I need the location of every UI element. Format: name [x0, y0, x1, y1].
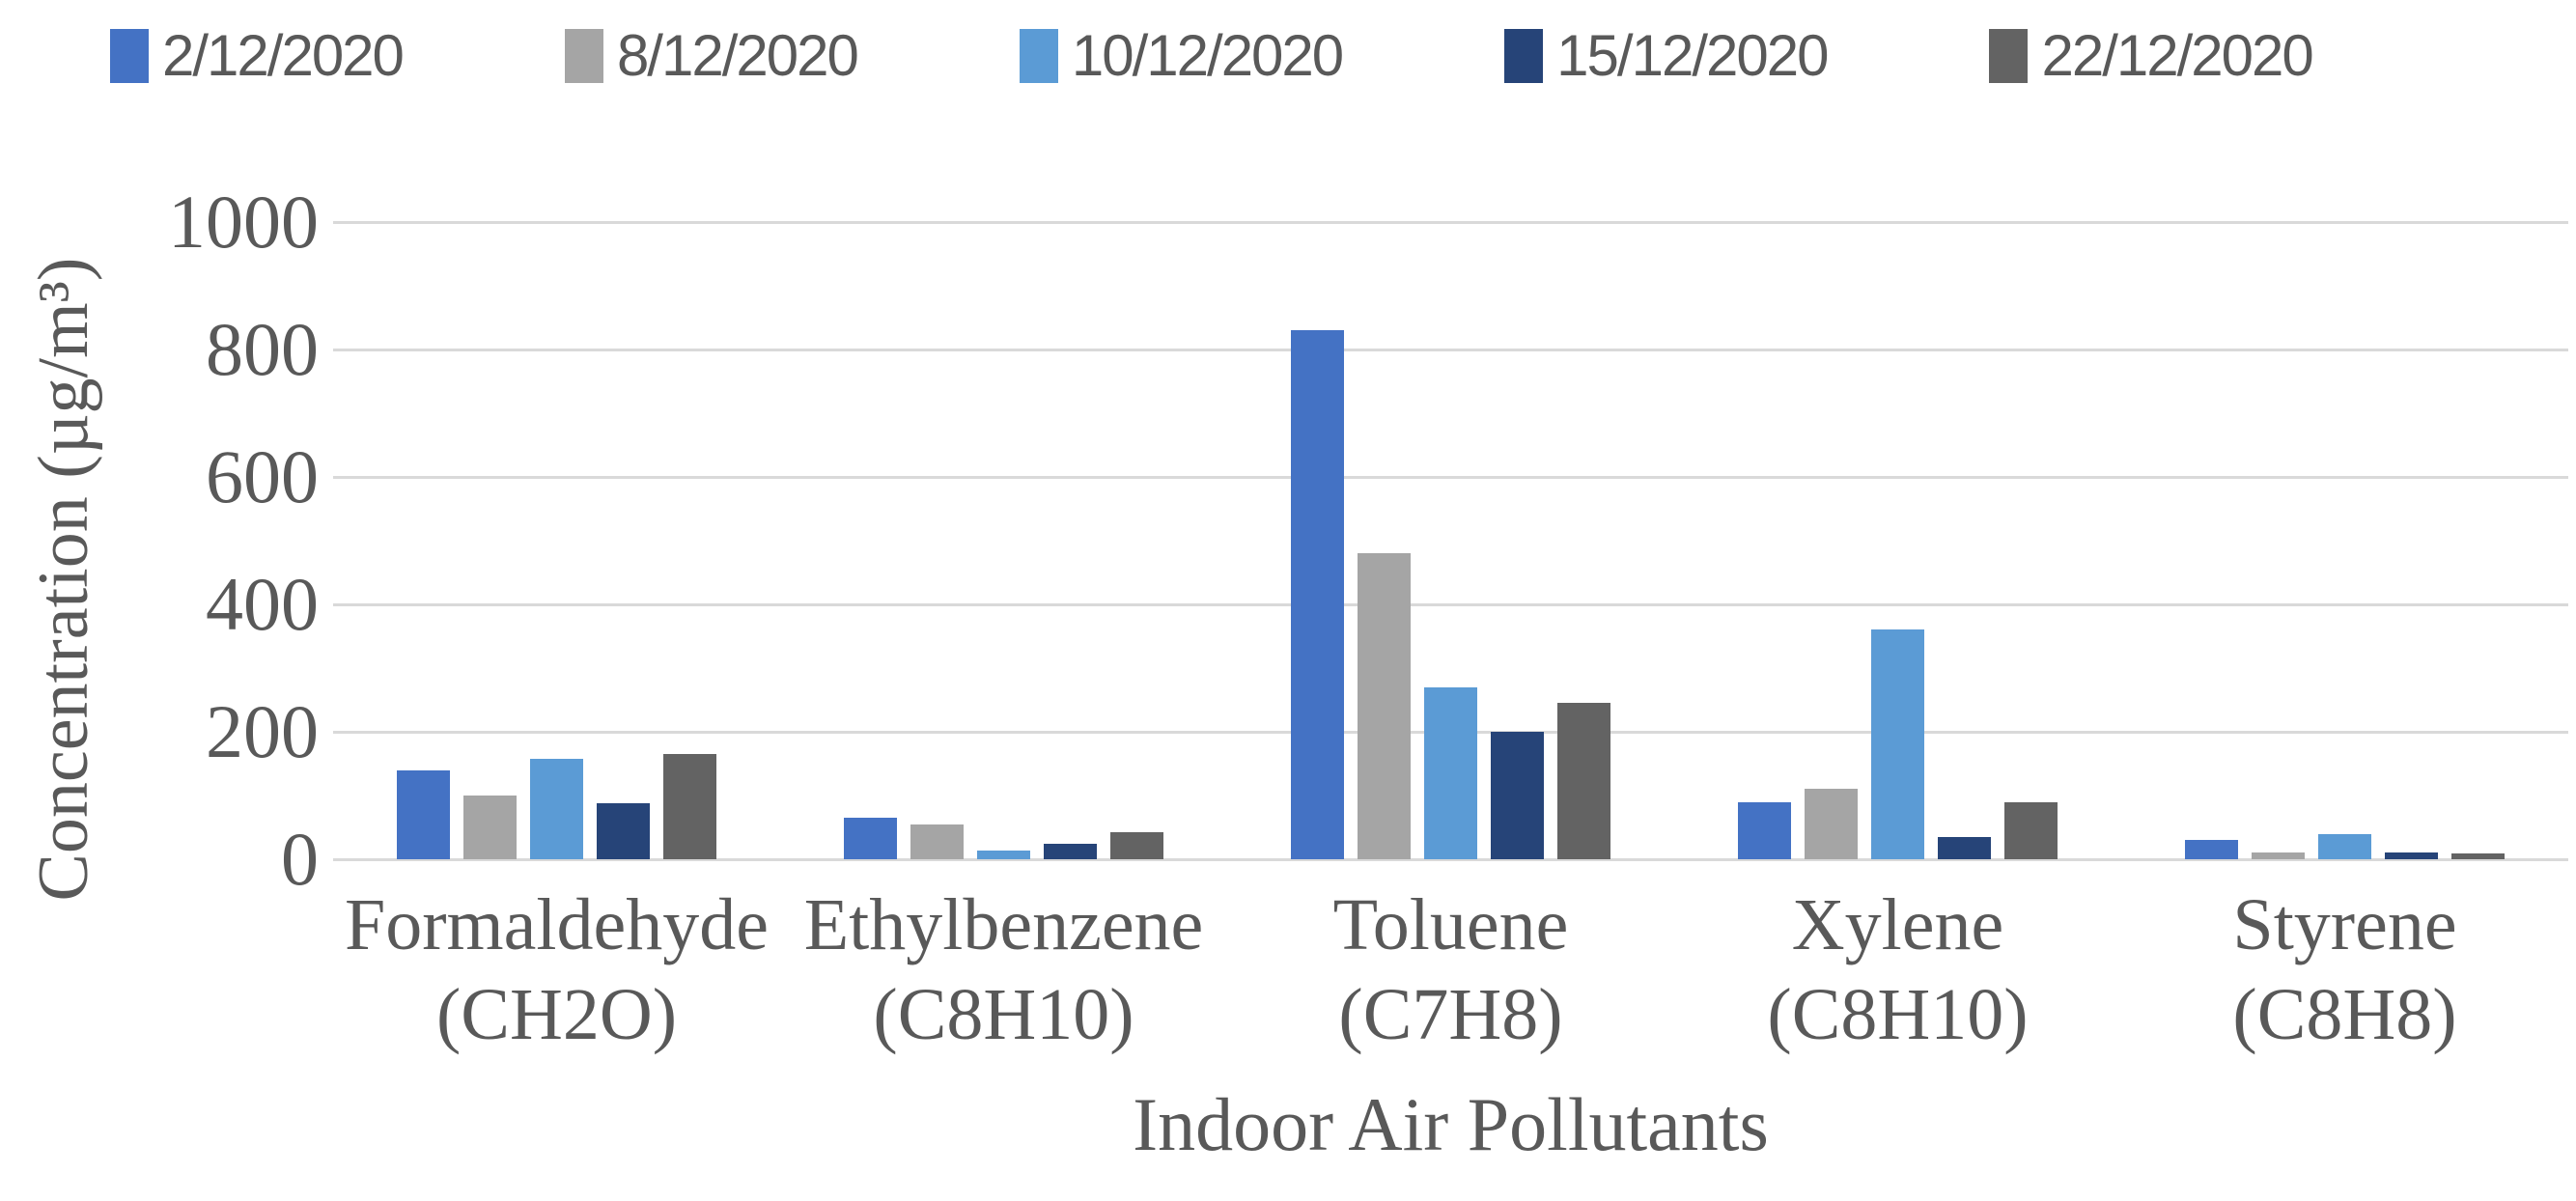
x-axis-category-labels: Formaldehyde (CH2O) Ethylbenzene (C8H10) Tol…	[333, 880, 2568, 1060]
y-tick-label-600: 600	[206, 434, 319, 518]
legend-item-1: 8/12/2020	[564, 23, 859, 88]
x-category-label-line: (C8H8)	[2232, 974, 2457, 1055]
bar-15/12/2020-Xylene (C8H10)	[1938, 837, 1991, 859]
bar-2/12/2020-Styrene (C8H8)	[2185, 840, 2238, 859]
legend-label: 15/12/2020	[1556, 23, 1829, 88]
bar-8/12/2020-Toluene (C7H8)	[1358, 553, 1411, 859]
y-tick-label-200: 200	[206, 689, 319, 773]
bar-group-0	[333, 222, 780, 859]
bar-22/12/2020-Xylene (C8H10)	[2004, 802, 2058, 859]
legend-swatch-icon	[1504, 29, 1544, 83]
x-category-label-line: Formaldehyde	[344, 884, 769, 965]
legend-swatch-icon	[1989, 29, 2029, 83]
legend-label: 8/12/2020	[616, 23, 859, 88]
gridline-600	[333, 475, 2568, 479]
bar-8/12/2020-Ethylbenzene (C8H10)	[910, 824, 964, 859]
bar-8/12/2020-Xylene (C8H10)	[1805, 789, 1858, 859]
bar-8/12/2020-Formaldehyde (CH2O)	[463, 796, 517, 859]
legend-label: 2/12/2020	[162, 23, 405, 88]
legend-swatch-icon	[564, 29, 603, 83]
x-category-label-line: (C8H10)	[1767, 974, 2029, 1055]
legend-item-4: 22/12/2020	[1989, 23, 2314, 88]
x-axis-title: Indoor Air Pollutants	[1133, 1082, 1769, 1166]
x-category-label-line: Styrene	[2232, 884, 2457, 965]
x-category-label-1: Ethylbenzene (C8H10)	[780, 880, 1227, 1060]
y-tick-label-0: 0	[281, 817, 319, 901]
x-category-label-line: Xylene	[1791, 884, 2004, 965]
bar-15/12/2020-Ethylbenzene (C8H10)	[1044, 844, 1097, 859]
x-category-label-line: Toluene	[1332, 884, 1569, 965]
legend-item-0: 2/12/2020	[110, 23, 405, 88]
y-tick-label-1000: 1000	[168, 180, 319, 264]
bar-22/12/2020-Toluene (C7H8)	[1557, 703, 1610, 859]
bar-10/12/2020-Formaldehyde (CH2O)	[530, 759, 583, 859]
bar-22/12/2020-Ethylbenzene (C8H10)	[1110, 832, 1163, 859]
bar-8/12/2020-Styrene (C8H8)	[2252, 852, 2305, 859]
legend-swatch-icon	[1019, 29, 1058, 83]
bar-2/12/2020-Formaldehyde (CH2O)	[397, 770, 450, 859]
x-category-label-line: (C8H10)	[873, 974, 1134, 1055]
bar-10/12/2020-Toluene (C7H8)	[1424, 687, 1477, 859]
bar-15/12/2020-Formaldehyde (CH2O)	[597, 803, 650, 859]
y-tick-label-800: 800	[206, 307, 319, 391]
bar-22/12/2020-Formaldehyde (CH2O)	[663, 754, 716, 859]
legend-item-3: 15/12/2020	[1504, 23, 1829, 88]
bar-group-3	[1674, 222, 2121, 859]
bar-group-1	[780, 222, 1227, 859]
y-tick-label-400: 400	[206, 562, 319, 646]
gridline-800	[333, 348, 2568, 351]
bar-groups	[333, 222, 2568, 859]
x-category-label-line: (CH2O)	[435, 974, 678, 1055]
gridline-0	[333, 857, 2568, 861]
bar-group-2	[1227, 222, 1674, 859]
legend-label: 22/12/2020	[2041, 23, 2313, 88]
legend-item-2: 10/12/2020	[1019, 23, 1344, 88]
plot-area	[333, 220, 2568, 861]
x-category-label-2: Toluene (C7H8)	[1227, 880, 1674, 1060]
chart-legend: 2/12/2020 8/12/2020 10/12/2020 15/12/2020 22…	[110, 15, 2314, 97]
bar-2/12/2020-Toluene (C7H8)	[1291, 330, 1344, 859]
bar-2/12/2020-Ethylbenzene (C8H10)	[844, 818, 897, 859]
legend-swatch-icon	[110, 29, 149, 83]
bar-15/12/2020-Toluene (C7H8)	[1491, 732, 1544, 859]
bar-2/12/2020-Xylene (C8H10)	[1738, 802, 1791, 859]
x-category-label-0: Formaldehyde (CH2O)	[333, 880, 780, 1060]
gridline-1000	[333, 220, 2568, 224]
gridline-400	[333, 602, 2568, 606]
x-category-label-4: Styrene (C8H8)	[2121, 880, 2568, 1060]
x-category-label-3: Xylene (C8H10)	[1674, 880, 2121, 1060]
x-category-label-line: Ethylbenzene	[803, 884, 1204, 965]
bar-10/12/2020-Styrene (C8H8)	[2318, 834, 2371, 859]
bar-10/12/2020-Ethylbenzene (C8H10)	[977, 851, 1030, 859]
bar-10/12/2020-Xylene (C8H10)	[1871, 629, 1924, 859]
bar-22/12/2020-Styrene (C8H8)	[2451, 853, 2505, 859]
bar-15/12/2020-Styrene (C8H8)	[2385, 852, 2438, 859]
x-category-label-line: (C7H8)	[1338, 974, 1563, 1055]
legend-label: 10/12/2020	[1071, 23, 1344, 88]
bar-group-4	[2121, 222, 2568, 859]
